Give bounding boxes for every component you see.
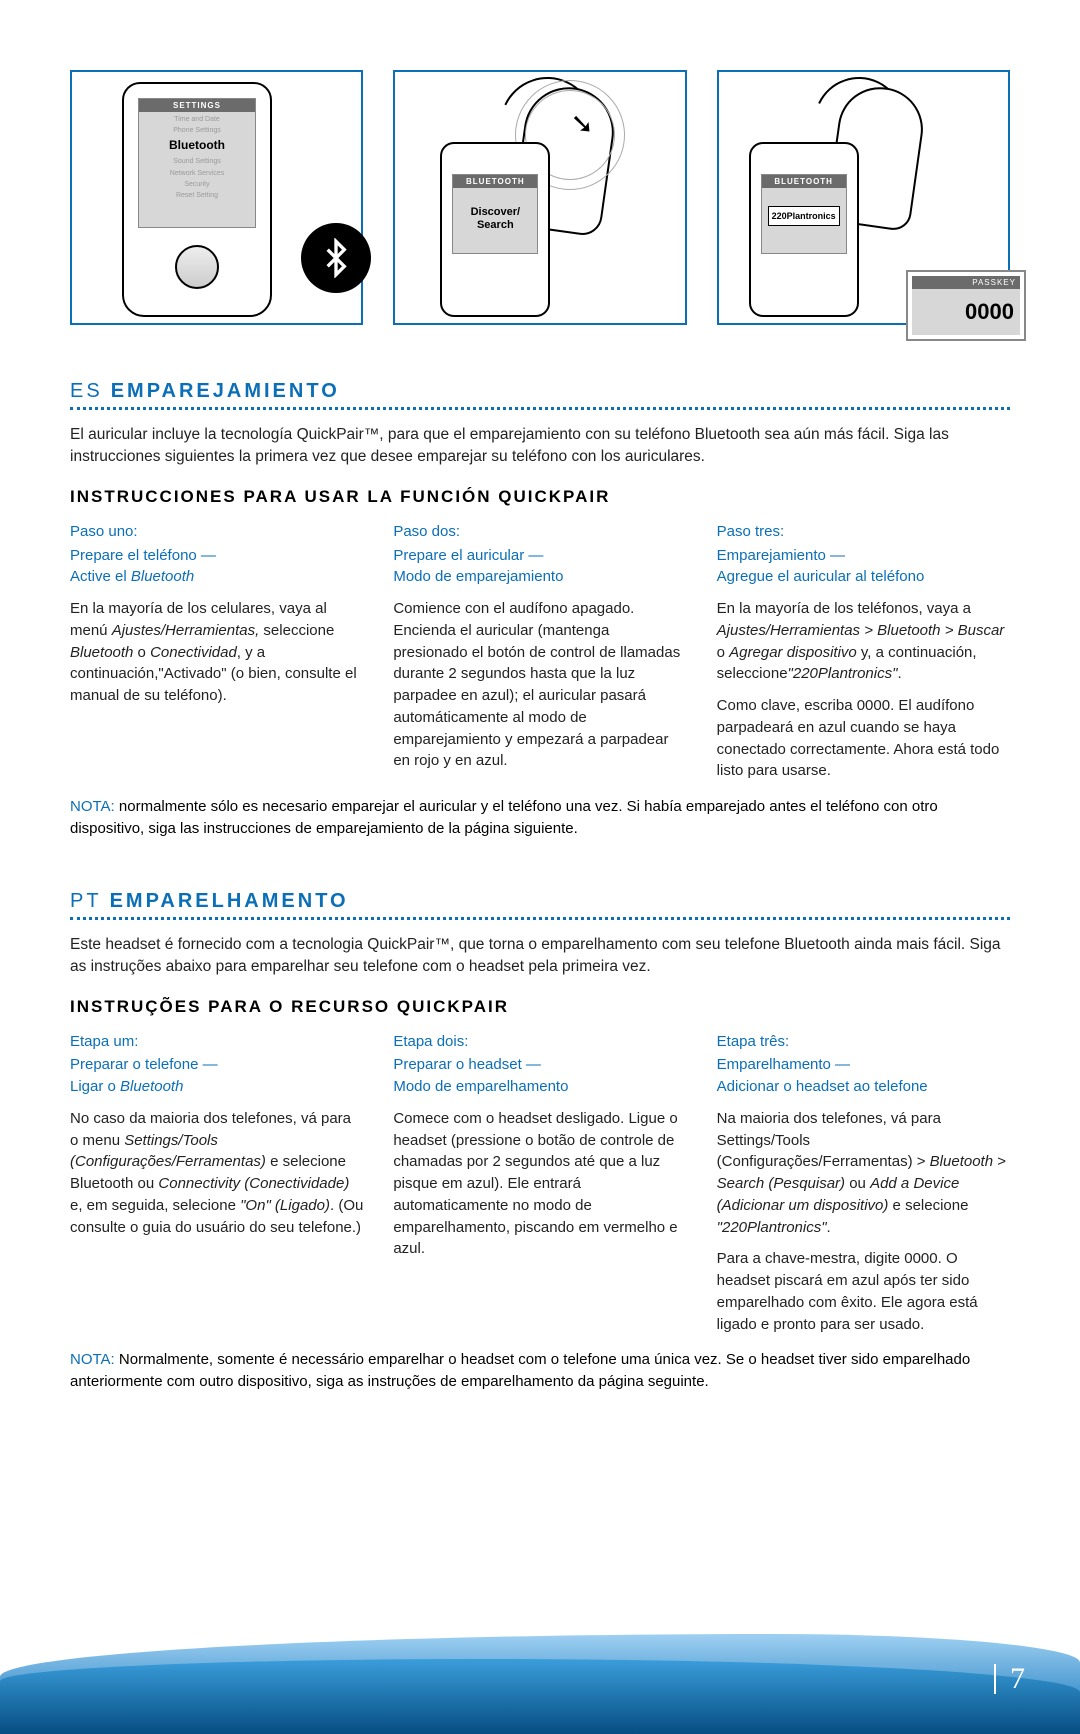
step-body: Na maioria dos telefones, vá para Settin… <box>717 1108 1010 1239</box>
step-title: Etapa três: <box>717 1031 1010 1053</box>
step-sub: Emparelhamento — Adicionar o headset ao … <box>717 1054 1010 1098</box>
steps-pt: Etapa um: Preparar o telefone — Ligar o … <box>70 1031 1010 1336</box>
note-label: NOTA: <box>70 1351 115 1368</box>
note-label: NOTA: <box>70 798 115 815</box>
step-sub-line2: Adicionar o headset ao telefone <box>717 1078 928 1095</box>
step-sub: Preparar o headset — Modo de emparelhame… <box>393 1054 686 1098</box>
step-3: Etapa três: Emparelhamento — Adicionar o… <box>717 1031 1010 1336</box>
step-body-2: Para a chave-mestra, digite 0000. O head… <box>717 1248 1010 1335</box>
intro-pt: Este headset é fornecido com a tecnologi… <box>70 934 1010 979</box>
step-2: Etapa dois: Preparar o headset — Modo de… <box>393 1031 686 1336</box>
step-sub: Prepare el auricular — Modo de emparejam… <box>393 545 686 589</box>
step-sub-line2: Modo de emparelhamento <box>393 1078 568 1095</box>
step-sub: Preparar o telefone — Ligar o Bluetooth <box>70 1054 363 1098</box>
phone-screen: SETTINGS Time and DatePhone Settings Blu… <box>138 98 256 228</box>
step-1: Etapa um: Preparar o telefone — Ligar o … <box>70 1031 363 1336</box>
step-body: En la mayoría de los celulares, vaya al … <box>70 598 363 707</box>
screen-header: BLUETOOTH <box>762 175 846 188</box>
screen-text: Discover/Search <box>453 188 537 250</box>
section-title: EMPARELHAMENTO <box>110 890 349 912</box>
phone-screen: BLUETOOTH 220Plantronics <box>761 174 847 254</box>
step-title: Etapa dois: <box>393 1031 686 1053</box>
illustration-row: SETTINGS Time and DatePhone Settings Blu… <box>70 70 1010 325</box>
step-2: Paso dos: Prepare el auricular — Modo de… <box>393 521 686 782</box>
step-1: Paso uno: Prepare el teléfono — Active e… <box>70 521 363 782</box>
footer-wave: 7 <box>0 1614 1080 1734</box>
subheading-es: INSTRUCCIONES PARA USAR LA FUNCIÓN QUICK… <box>70 487 1010 507</box>
step-body: En la mayoría de los teléfonos, vaya a A… <box>717 598 1010 685</box>
step-sub-line1: Preparar o headset — <box>393 1056 541 1073</box>
intro-es: El auricular incluye la tecnología Quick… <box>70 424 1010 469</box>
note-es: NOTA: normalmente sólo es necesario empa… <box>70 796 1010 840</box>
step-body-2: Como clave, escriba 0000. El audífono pa… <box>717 695 1010 782</box>
screen-header: BLUETOOTH <box>453 175 537 188</box>
passkey-value: 0000 <box>912 289 1020 335</box>
step-body: Comece com o headset desligado. Ligue o … <box>393 1108 686 1260</box>
passkey-inset: PASSKEY 0000 <box>906 270 1026 341</box>
step-sub-line2: Active el Bluetooth <box>70 568 194 585</box>
step-sub-line2: Modo de emparejamiento <box>393 568 563 585</box>
page-number: 7 <box>994 1664 1025 1694</box>
step-sub-line1: Prepare el teléfono — <box>70 547 216 564</box>
passkey-header: PASSKEY <box>912 276 1020 289</box>
screen-bt-selected: Bluetooth <box>139 136 255 154</box>
note-body: Normalmente, somente é necessário empare… <box>70 1351 970 1390</box>
step-body: No caso da maioria dos telefones, vá par… <box>70 1108 363 1239</box>
lang-tag: PT <box>70 890 102 912</box>
lang-tag: ES <box>70 380 103 402</box>
step-sub-line1: Preparar o telefone — <box>70 1056 218 1073</box>
illus-phone-settings: SETTINGS Time and DatePhone Settings Blu… <box>70 70 363 325</box>
illus-found: BLUETOOTH 220Plantronics PASSKEY 0000 <box>717 70 1010 325</box>
arrow-icon: ➘ <box>570 107 593 140</box>
subheading-pt: INSTRUÇÕES PARA O RECURSO QUICKPAIR <box>70 997 1010 1017</box>
step-sub: Prepare el teléfono — Active el Bluetoot… <box>70 545 363 589</box>
step-sub-line2: Ligar o Bluetooth <box>70 1078 183 1095</box>
step-sub-line2: Agregue el auricular al teléfono <box>717 568 925 585</box>
bluetooth-icon <box>301 223 371 293</box>
step-title: Paso tres: <box>717 521 1010 543</box>
phone-buttons <box>144 237 250 297</box>
screen-lines2: Sound SettingsNetwork ServicesSecurityRe… <box>139 154 255 201</box>
page-content: SETTINGS Time and DatePhone Settings Blu… <box>0 0 1080 1393</box>
phone-outline: BLUETOOTH 220Plantronics <box>749 142 859 317</box>
section-heading-pt: PT EMPARELHAMENTO <box>70 890 1010 913</box>
step-sub-line1: Emparelhamento — <box>717 1056 850 1073</box>
dotted-rule <box>70 407 1010 410</box>
phone-outline: BLUETOOTH Discover/Search <box>440 142 550 317</box>
step-sub-line1: Prepare el auricular — <box>393 547 543 564</box>
note-body: normalmente sólo es necesario emparejar … <box>70 798 938 837</box>
step-body: Comience con el audífono apagado. Encien… <box>393 598 686 772</box>
phone-outline: SETTINGS Time and DatePhone Settings Blu… <box>122 82 272 317</box>
device-name-label: 220Plantronics <box>768 206 840 226</box>
phone-screen: BLUETOOTH Discover/Search <box>452 174 538 254</box>
step-title: Etapa um: <box>70 1031 363 1053</box>
screen-header: SETTINGS <box>139 99 255 112</box>
dotted-rule <box>70 917 1010 920</box>
section-heading-es: ES EMPAREJAMIENTO <box>70 380 1010 403</box>
step-sub: Emparejamiento — Agregue el auricular al… <box>717 545 1010 589</box>
section-title: EMPAREJAMIENTO <box>111 380 340 402</box>
steps-es: Paso uno: Prepare el teléfono — Active e… <box>70 521 1010 782</box>
step-3: Paso tres: Emparejamiento — Agregue el a… <box>717 521 1010 782</box>
screen-lines: Time and DatePhone Settings <box>139 112 255 136</box>
step-sub-line1: Emparejamiento — <box>717 547 845 564</box>
note-pt: NOTA: Normalmente, somente é necessário … <box>70 1349 1010 1393</box>
step-title: Paso dos: <box>393 521 686 543</box>
step-title: Paso uno: <box>70 521 363 543</box>
illus-discover: ➘ BLUETOOTH Discover/Search <box>393 70 686 325</box>
